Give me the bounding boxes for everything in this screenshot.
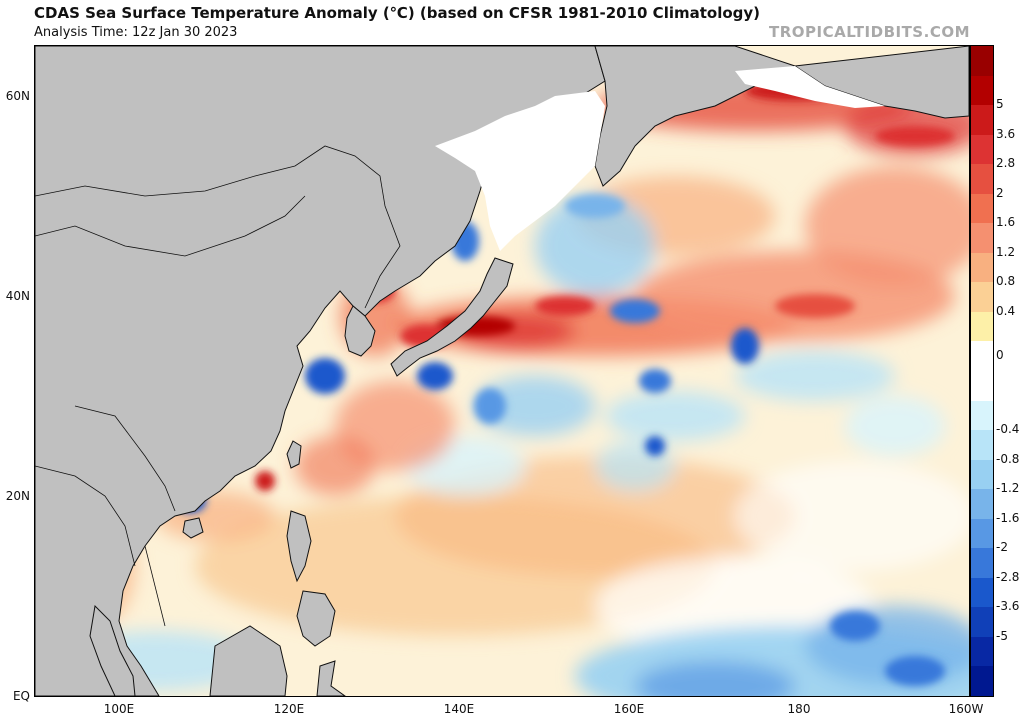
colorbar-label: -0.4 (996, 422, 1020, 437)
lon-label-100e: 100E (103, 702, 135, 716)
mindanao (296, 590, 336, 647)
colorbar-label: 0.4 (996, 303, 1016, 318)
colorbar-segment (971, 666, 993, 697)
colorbar-segment (971, 105, 993, 136)
colorbar-segment (971, 252, 993, 283)
colorbar-segment (971, 223, 993, 254)
land-masses (35, 46, 969, 696)
colorbar-segment (971, 548, 993, 579)
colorbar-segment (971, 518, 993, 549)
colorbar-segment (971, 636, 993, 667)
colorbar-segment (971, 75, 993, 106)
brand-watermark: TROPICALTIDBITS.COM (769, 23, 970, 41)
colorbar-label: -5 (996, 628, 1008, 643)
luzon (286, 510, 312, 583)
country-borders (35, 145, 401, 627)
sea-ice (435, 66, 885, 251)
colorbar-label: -1.2 (996, 481, 1020, 496)
lat-label-20n: 20N (5, 489, 30, 503)
map-title: CDAS Sea Surface Temperature Anomaly (℃)… (34, 4, 761, 22)
lon-label-180: 180 (787, 702, 811, 716)
lat-label-eq: EQ (12, 689, 30, 703)
okhotsk-ice (435, 91, 605, 251)
lon-label-160e: 160E (613, 702, 645, 716)
lon-label-140e: 140E (443, 702, 475, 716)
colorbar-label: 2.8 (996, 156, 1016, 171)
colorbar-label: 0.8 (996, 274, 1016, 289)
colorbar-segment (971, 371, 993, 402)
colorbar-segment (971, 134, 993, 165)
colorbar-segment (971, 193, 993, 224)
colorbar-label: -0.8 (996, 451, 1020, 466)
colorbar-segment (971, 282, 993, 313)
japan (390, 257, 514, 377)
colorbar-segment (971, 164, 993, 195)
colorbar-label: 3.6 (996, 126, 1016, 141)
colorbar-segment (971, 46, 993, 77)
map-canvas (35, 46, 969, 696)
alaska (793, 46, 969, 119)
colorbar-label: 2 (996, 185, 1004, 200)
sulawesi (316, 660, 346, 696)
colorbar-label: 1.2 (996, 244, 1016, 259)
taiwan (286, 440, 302, 469)
colorbar-segment (971, 459, 993, 490)
malay-peninsula (89, 604, 136, 696)
lon-label-160w: 160W (948, 702, 984, 716)
colorbar-segment (971, 400, 993, 431)
bering-ice (735, 66, 885, 108)
colorbar-segment (971, 577, 993, 608)
colorbar-segment (971, 341, 993, 372)
colorbar-segment (971, 430, 993, 461)
colorbar-label: 1.6 (996, 215, 1016, 230)
analysis-time: Analysis Time: 12z Jan 30 2023 (34, 25, 238, 40)
colorbar-label: -2.8 (996, 569, 1020, 584)
colorbar-segment (971, 311, 993, 342)
colorbar-segment (971, 489, 993, 520)
hainan (182, 517, 204, 539)
lon-label-120e: 120E (273, 702, 305, 716)
korean-peninsula (344, 305, 376, 357)
colorbar-label: 0 (996, 348, 1004, 363)
lat-label-40n: 40N (5, 289, 30, 303)
colorbar-segment (971, 607, 993, 638)
sst-anomaly-map (34, 45, 970, 697)
colorbar-label: -2 (996, 540, 1008, 555)
colorbar (970, 45, 994, 697)
lat-label-60n: 60N (5, 89, 30, 103)
colorbar-label: -1.6 (996, 510, 1020, 525)
colorbar-label: -3.6 (996, 599, 1020, 614)
colorbar-label: 5 (996, 97, 1004, 112)
borneo (209, 625, 288, 696)
